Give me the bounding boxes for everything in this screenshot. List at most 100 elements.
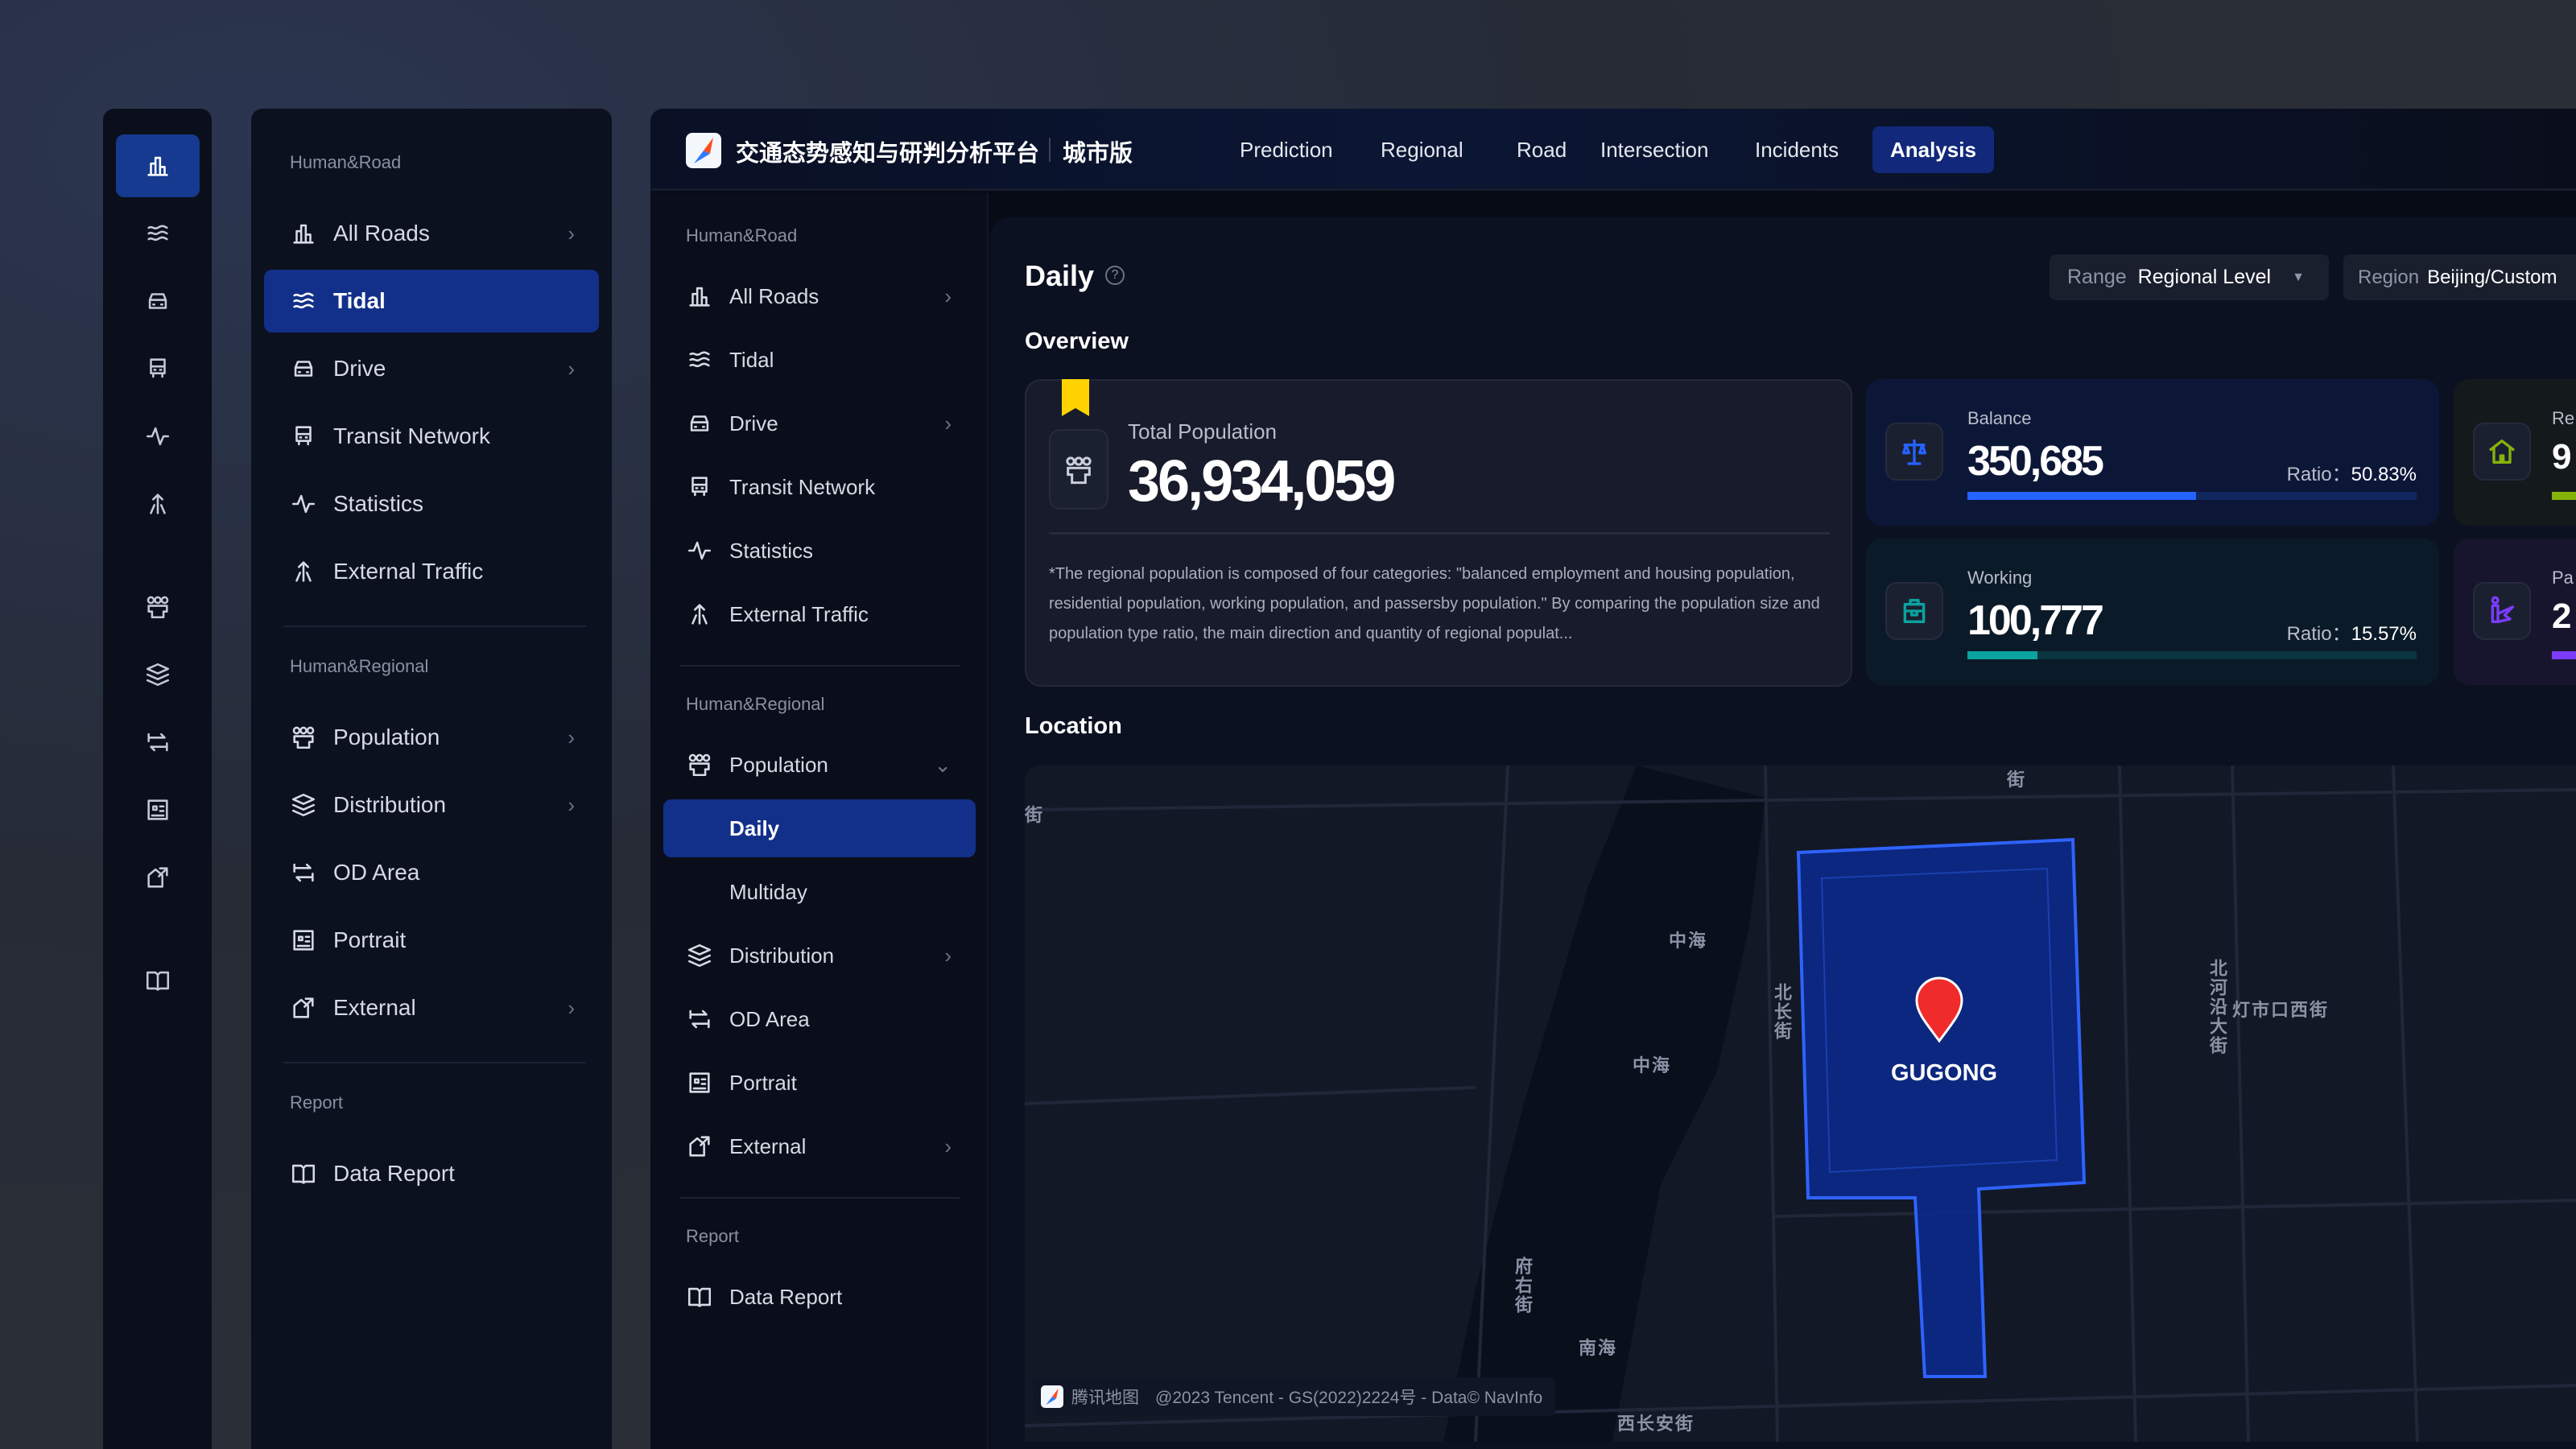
chevron-right-icon: › bbox=[944, 1133, 952, 1158]
section-label: Report bbox=[290, 1092, 344, 1113]
chevron-right-icon: › bbox=[944, 283, 952, 308]
rail-button-layers[interactable] bbox=[116, 643, 200, 706]
car-icon bbox=[294, 361, 313, 377]
app-title: 交通态势感知与研判分析平台 bbox=[736, 141, 1040, 167]
sidebar-item-external-traffic[interactable]: External Traffic bbox=[264, 540, 599, 603]
gugong-inner-outline bbox=[1820, 867, 2058, 1174]
external-traffic-icon bbox=[150, 493, 166, 514]
tab-analysis[interactable]: Analysis bbox=[1872, 126, 1994, 173]
sidebar-item-all-roads[interactable]: All Roads › bbox=[264, 202, 599, 265]
stat-label: Pa bbox=[2552, 568, 2574, 588]
region-select[interactable]: Region Beijing/Custom bbox=[2343, 254, 2576, 300]
ratio-label: Ratio： bbox=[2286, 623, 2351, 645]
location-pin-icon[interactable] bbox=[1915, 976, 1963, 1043]
app-logo bbox=[686, 133, 721, 168]
rail-button-external-traffic[interactable] bbox=[116, 473, 200, 535]
rail-button-portrait[interactable] bbox=[116, 778, 200, 841]
car-icon bbox=[690, 415, 709, 431]
chevron-right-icon: › bbox=[944, 943, 952, 968]
section-divider bbox=[283, 1062, 586, 1063]
sidebar-item-population[interactable]: Population › bbox=[264, 706, 599, 769]
rail-button-external[interactable] bbox=[116, 846, 200, 909]
bus-icon bbox=[691, 477, 708, 497]
sidebar-item-label: External Traffic bbox=[729, 601, 869, 626]
sidebar-item-drive[interactable]: Drive › bbox=[264, 337, 599, 400]
rail-button-tidal[interactable] bbox=[116, 202, 200, 265]
od-icon bbox=[147, 733, 168, 752]
tab-incidents[interactable]: Incidents bbox=[1755, 137, 1839, 162]
attribution-brand: 腾讯地图 bbox=[1071, 1389, 1139, 1407]
poi-label: GUGONG bbox=[1891, 1060, 1998, 1086]
sidebar-item-label: Population bbox=[729, 752, 828, 777]
sidebar-item-label: All Roads bbox=[333, 221, 430, 246]
bar-chart-icon bbox=[293, 224, 314, 244]
question-circle-icon[interactable]: ? bbox=[1105, 266, 1125, 285]
sidebar-item-label: OD Area bbox=[729, 1006, 810, 1031]
home-icon bbox=[2473, 423, 2531, 481]
portrait-icon bbox=[293, 930, 314, 951]
gugong-region[interactable] bbox=[1796, 837, 2087, 1378]
rail-button-car[interactable] bbox=[116, 270, 200, 332]
range-value: Regional Level bbox=[2137, 266, 2272, 288]
chevron-right-icon: › bbox=[568, 356, 575, 381]
stat-value: 100,777 bbox=[1967, 597, 2104, 644]
sidebar-item-population[interactable]: Population ⌄ bbox=[663, 736, 976, 794]
range-select[interactable]: Range Regional Level ▼ bbox=[2050, 254, 2329, 300]
population-note: *The regional population is composed of … bbox=[1049, 565, 1820, 642]
sidebar-subitem-multiday[interactable]: Multiday bbox=[663, 863, 976, 921]
sidebar-item-tidal[interactable]: Tidal bbox=[264, 270, 599, 332]
tab-road[interactable]: Road bbox=[1517, 137, 1567, 162]
stat-value: 2 bbox=[2552, 597, 2572, 636]
portrait-icon bbox=[147, 799, 168, 820]
pulse-icon bbox=[146, 427, 170, 446]
rail-button-pulse[interactable] bbox=[116, 405, 200, 468]
sidebar-item-external[interactable]: External › bbox=[663, 1117, 976, 1175]
rail-button-od[interactable] bbox=[116, 711, 200, 774]
sidebar-item-statistics[interactable]: Statistics bbox=[264, 473, 599, 535]
rail-button-population[interactable] bbox=[116, 576, 200, 638]
sidebar-item-distribution[interactable]: Distribution › bbox=[663, 927, 976, 985]
stat-card-balance: Balance 350,685 Ratio：50.83% bbox=[1866, 379, 2439, 526]
sidebar-item-tidal[interactable]: Tidal bbox=[663, 331, 976, 389]
sidebar-item-label: Distribution bbox=[729, 943, 835, 968]
od-icon bbox=[689, 1009, 710, 1029]
tab-regional[interactable]: Regional bbox=[1381, 137, 1463, 162]
rail-button-bus[interactable] bbox=[116, 337, 200, 400]
tab-intersection[interactable]: Intersection bbox=[1600, 137, 1709, 162]
sidebar-subitem-daily[interactable]: Daily bbox=[663, 799, 976, 857]
sidebar-item-external[interactable]: External › bbox=[264, 976, 599, 1039]
sidebar-item-all-roads[interactable]: All Roads › bbox=[663, 267, 976, 325]
map-label: 灯市口西街 bbox=[2232, 1000, 2330, 1020]
title-divider bbox=[1049, 138, 1051, 162]
map-label: 府右街 bbox=[1513, 1257, 1533, 1315]
sidebar-item-portrait[interactable]: Portrait bbox=[663, 1054, 976, 1112]
sidebar-item-od-area[interactable]: OD Area bbox=[264, 841, 599, 904]
sidebar-item-data-report[interactable]: Data Report bbox=[663, 1268, 976, 1326]
ratio-bar-fill bbox=[1967, 651, 2037, 659]
location-map[interactable]: GUGONG 中海 中海 南海 北长街 府右街 北河沿大街 灯市口西街 西长安街… bbox=[1025, 766, 2576, 1442]
external-traffic-icon bbox=[295, 561, 312, 582]
chevron-right-icon: › bbox=[944, 411, 952, 436]
sidebar-item-transit-network[interactable]: Transit Network bbox=[663, 458, 976, 516]
sidebar-item-label: Daily bbox=[729, 815, 780, 840]
sidebar-item-portrait[interactable]: Portrait bbox=[264, 909, 599, 972]
sidebar-item-statistics[interactable]: Statistics bbox=[663, 522, 976, 580]
rail-button-bar-chart[interactable] bbox=[116, 134, 200, 197]
sidebar-item-external-traffic[interactable]: External Traffic bbox=[663, 585, 976, 643]
ratio-bar-track bbox=[2552, 492, 2576, 500]
range-label: Range bbox=[2067, 266, 2127, 288]
map-label: 北长街 bbox=[1772, 983, 1792, 1041]
top-header: 交通态势感知与研判分析平台 城市版 Prediction Regional Road… bbox=[650, 109, 2576, 191]
population-icon bbox=[1049, 429, 1108, 510]
sidebar-item-drive[interactable]: Drive › bbox=[663, 394, 976, 452]
sidebar-item-data-report[interactable]: Data Report bbox=[264, 1142, 599, 1205]
icon-rail bbox=[103, 109, 212, 1449]
tab-prediction[interactable]: Prediction bbox=[1240, 137, 1333, 162]
rail-button-book[interactable] bbox=[116, 949, 200, 1012]
chevron-right-icon: › bbox=[568, 995, 575, 1020]
sidebar-item-od-area[interactable]: OD Area bbox=[663, 990, 976, 1048]
sidebar-item-distribution[interactable]: Distribution › bbox=[264, 774, 599, 836]
content-panel: Daily ? Range Regional Level ▼ Region Be… bbox=[990, 217, 2576, 1449]
sidebar-item-transit-network[interactable]: Transit Network bbox=[264, 405, 599, 468]
chevron-right-icon: › bbox=[568, 724, 575, 749]
